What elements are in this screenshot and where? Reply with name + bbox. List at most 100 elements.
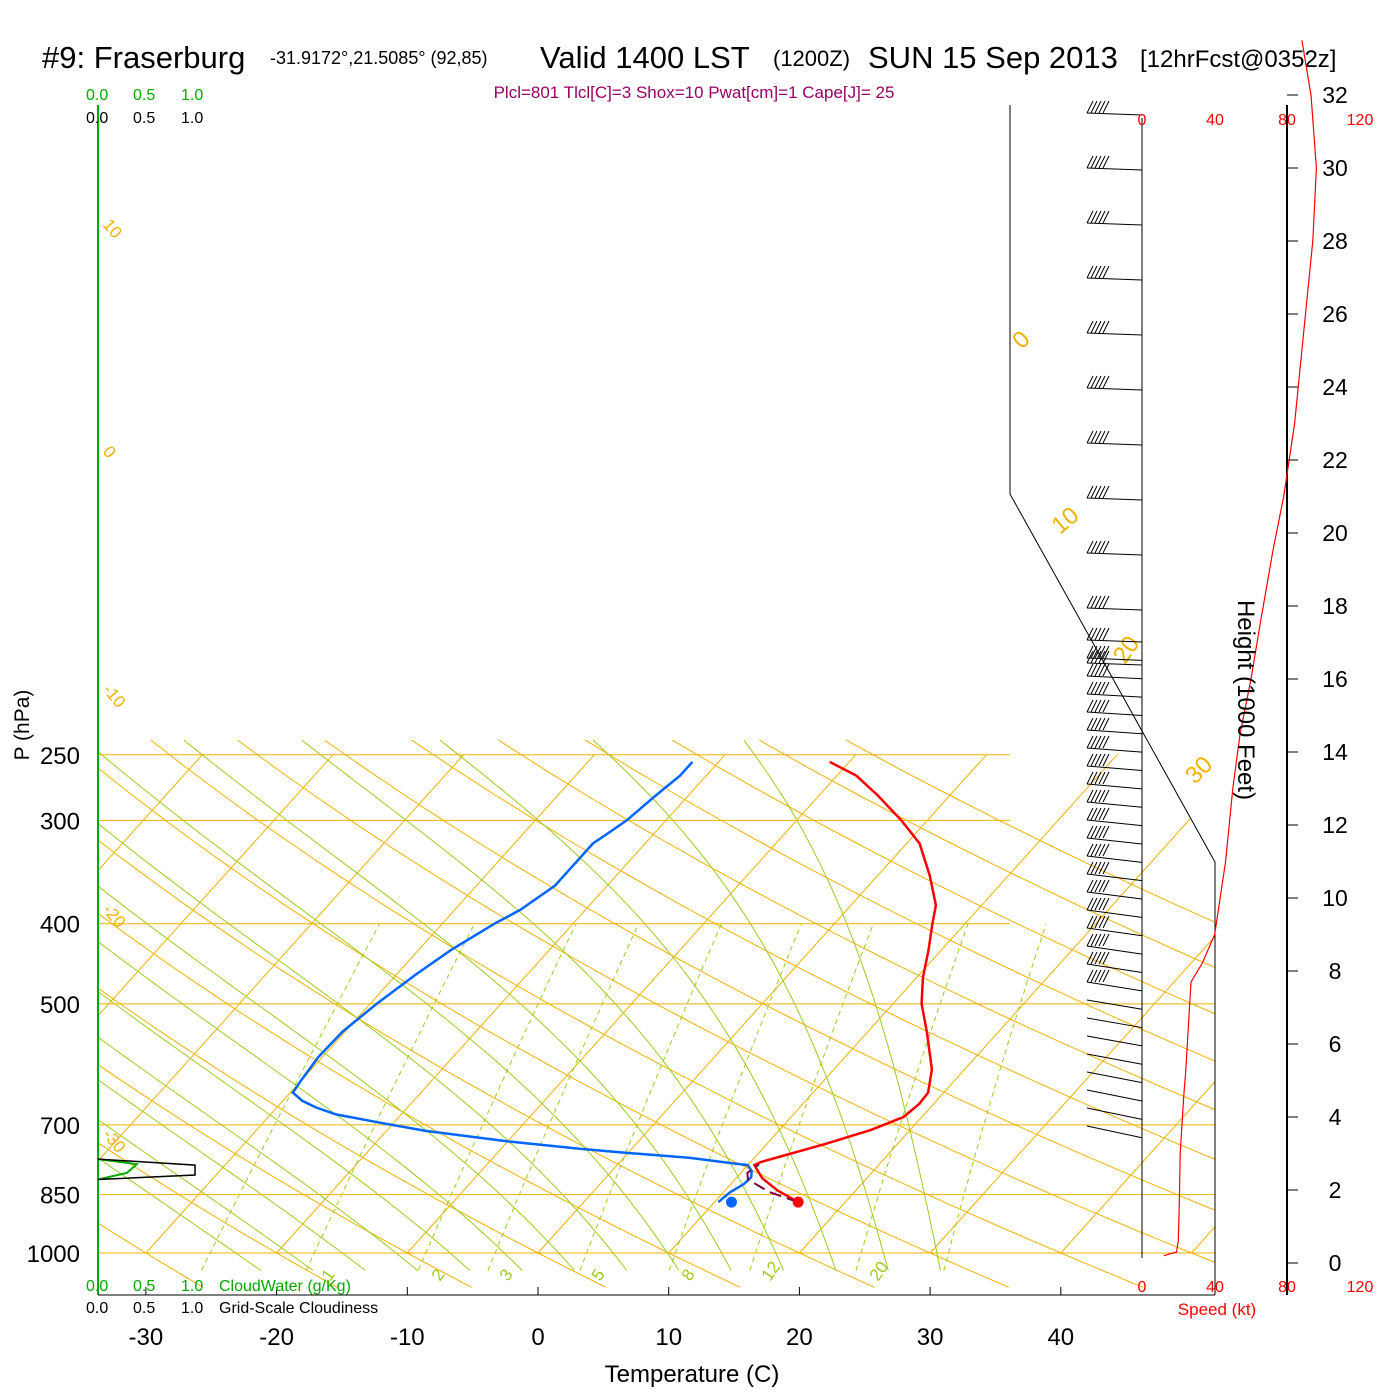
wind-barb-flag [1094,430,1102,444]
wind-barb-shaft [1086,607,1143,611]
wind-barb-shaft [1086,1125,1143,1139]
wind-barb-flag [1102,320,1110,334]
wind-barb-flag [1094,753,1102,767]
forecast-date: SUN 15 Sep 2013 [868,40,1118,75]
surface-temperature-dot [792,1196,804,1208]
wind-barb-flag [1086,735,1094,749]
height-tick-label: 28 [1322,228,1348,254]
wind-barb-flag [1094,627,1102,641]
wind-barb-flag [1086,375,1094,389]
wind-barb-flag [1102,897,1110,911]
wind-barb-flag [1094,789,1102,803]
wind-barb-flag [1094,771,1102,785]
y-axis-title: P (hPa) [11,690,34,761]
wind-barb-flag [1098,897,1106,911]
dry-adiabat-line [237,739,1215,1264]
wind-barb-shaft [1086,711,1143,716]
cloud-scale-black-bottom-2: 1.0 [181,1300,203,1317]
wind-barb-shaft [1086,1089,1143,1102]
wind-barb-shaft [1086,819,1143,827]
wind-barb-flag [1090,951,1098,965]
wind-barb-shaft [1086,999,1143,1010]
wind-barb-shaft [1086,662,1143,666]
wind-barb-flag [1086,595,1094,609]
wind-barb-flag [1086,951,1094,965]
surface-dewpoint-dot [725,1196,737,1208]
wind-barb-shaft [1086,222,1143,226]
wind-barbs [1086,100,1143,1139]
wind-barb-shaft [1086,927,1143,937]
moist-adiabat-line [743,739,941,1271]
wind-barb-flag [1086,969,1094,983]
parcel-line [746,1163,799,1204]
wind-barb-flag [1098,320,1106,334]
temperature-line [752,760,938,1204]
dewpoint-line [291,761,753,1204]
wind-barb-shaft [1086,891,1143,900]
wind-barb-flag [1094,915,1102,929]
mixing-ratio-label: 3 [496,1266,517,1285]
wind-barb-shaft [1086,765,1143,772]
mixing-ratio-label: 8 [678,1266,699,1285]
wind-barb-flag [1086,861,1094,875]
wind-barb-flag [1090,933,1098,947]
wind-barb-flag [1098,681,1106,695]
wind-barb-flag [1102,265,1110,279]
wind-barb-shaft [1086,783,1143,790]
wind-barb-flag [1102,627,1110,641]
moist-adiabat-line [98,1079,366,1271]
height-tick-label: 20 [1322,520,1348,546]
wind-barb-flag [1098,650,1106,664]
wind-barb-flag [1102,843,1110,857]
mixing-ratio-label: 2 [428,1266,449,1285]
speed-tick-top-80: 80 [1278,112,1296,129]
mixing-ratio-line [943,923,1047,1271]
wind-barb-flag [1090,969,1098,983]
wind-barb-flag [1094,861,1102,875]
cloud-scale-green-bottom-1: 0.5 [133,1278,155,1295]
wind-barb-shaft [1086,1071,1143,1084]
pressure-axis: 250 300 400 500 700 850 1000 [27,743,80,1268]
wind-barb-flag [1102,645,1110,659]
wind-barb-shaft [1086,747,1143,753]
cloud-water-line [97,1158,140,1181]
wind-barb-shaft [1086,277,1143,281]
wind-barb-shaft [1086,332,1143,336]
cloud-scale-black-top-0: 0.0 [86,110,108,127]
mixing-ratio-label: 5 [588,1266,609,1285]
wind-barb-shaft [1086,442,1143,446]
wind-barb-flag [1086,627,1094,641]
cloud-scale-black-top-1: 0.5 [133,110,155,127]
cloudiness-label: Grid-Scale Cloudiness [219,1300,378,1317]
temperature-tick-label: -10 [390,1324,425,1351]
wind-barb-flag [1094,717,1102,731]
wind-barb-shaft [1086,909,1143,918]
wind-barb-shaft [1086,963,1143,973]
wind-barb-flag [1102,100,1110,114]
wind-barb-flag [1094,155,1102,169]
wind-barb-shaft [1086,112,1143,116]
wind-barb-flag [1086,807,1094,821]
moist-adiabat-line [592,739,889,1271]
isotherm-label: -10 [99,680,129,711]
dry-adiabat-line [758,739,1215,969]
wind-barb-flag [1090,807,1098,821]
wind-barb-flag [1102,650,1110,664]
wind-barb-shaft [1086,1035,1143,1047]
wind-speed-profile [1163,40,1318,1257]
station-title: #9: Fraserburg [42,40,245,75]
wind-barb-flag [1086,210,1094,224]
wind-barb-shaft [1086,552,1143,556]
wind-barb-flag [1094,645,1102,659]
wind-barb-shaft [1086,1053,1143,1065]
wind-barb-flag [1090,595,1098,609]
utc-time: (1200Z) [773,46,850,71]
wind-barb-flag [1098,645,1106,659]
wind-barb-flag [1086,699,1094,713]
wind-barb-flag [1102,807,1110,821]
temperature-tick-label: 40 [1047,1324,1074,1351]
wind-barb-flag [1094,650,1102,664]
wind-barb-flag [1094,879,1102,893]
moist-adiabat-line [98,1036,419,1271]
temperature-tick-label: 10 [655,1324,682,1351]
